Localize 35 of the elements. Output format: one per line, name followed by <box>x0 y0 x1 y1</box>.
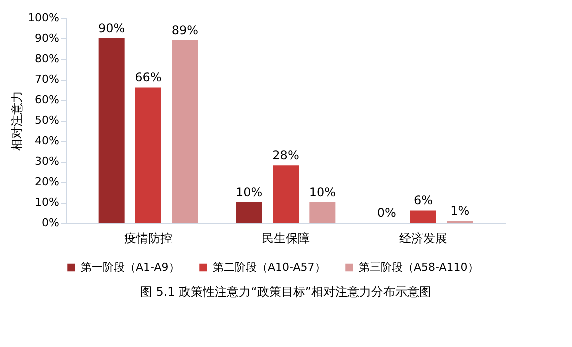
legend-label: 第三阶段（A58-A110） <box>359 260 479 274</box>
bar <box>410 210 436 223</box>
y-tick-label: 60% <box>35 94 60 106</box>
y-tick-label: 90% <box>35 32 60 45</box>
y-tick-label: 10% <box>35 196 60 209</box>
legend-label: 第二阶段（A10-A57） <box>213 260 326 274</box>
text: 0% <box>377 206 396 220</box>
y-tick-label: 0% <box>42 216 60 230</box>
text: 10% <box>236 186 263 200</box>
y-tick-label: 30% <box>35 155 60 168</box>
caption: 图 5.1 政策性注意力“政策目标”相对注意力分布示意图 <box>140 285 432 299</box>
y-tick-label: 80% <box>35 52 60 66</box>
bar <box>236 202 262 223</box>
text: 10% <box>309 186 336 200</box>
bar <box>136 88 162 223</box>
text: 6% <box>414 194 434 208</box>
y-tick-label: 100% <box>28 12 60 24</box>
y-tick-label: 70% <box>35 73 60 86</box>
y-axis-title: 相对注意力 <box>10 91 24 151</box>
bar <box>172 40 198 223</box>
bar <box>98 38 125 223</box>
text: 89% <box>172 24 199 38</box>
x-tick-label: 疫情防控 <box>124 232 172 246</box>
y-tick-label: 50% <box>35 114 60 127</box>
text: 28% <box>272 148 300 163</box>
bar <box>273 166 299 223</box>
x-tick-label: 经济发展 <box>400 232 448 246</box>
legend-label: 第一阶段（A1-A9） <box>81 260 180 274</box>
bar <box>310 202 336 223</box>
x-tick-label: 民生保障 <box>262 232 310 246</box>
text: 90% <box>98 22 126 36</box>
y-tick-label: 20% <box>35 176 60 188</box>
text: 1% <box>450 204 470 218</box>
text: 66% <box>135 70 162 85</box>
y-tick-label: 40% <box>35 134 60 148</box>
